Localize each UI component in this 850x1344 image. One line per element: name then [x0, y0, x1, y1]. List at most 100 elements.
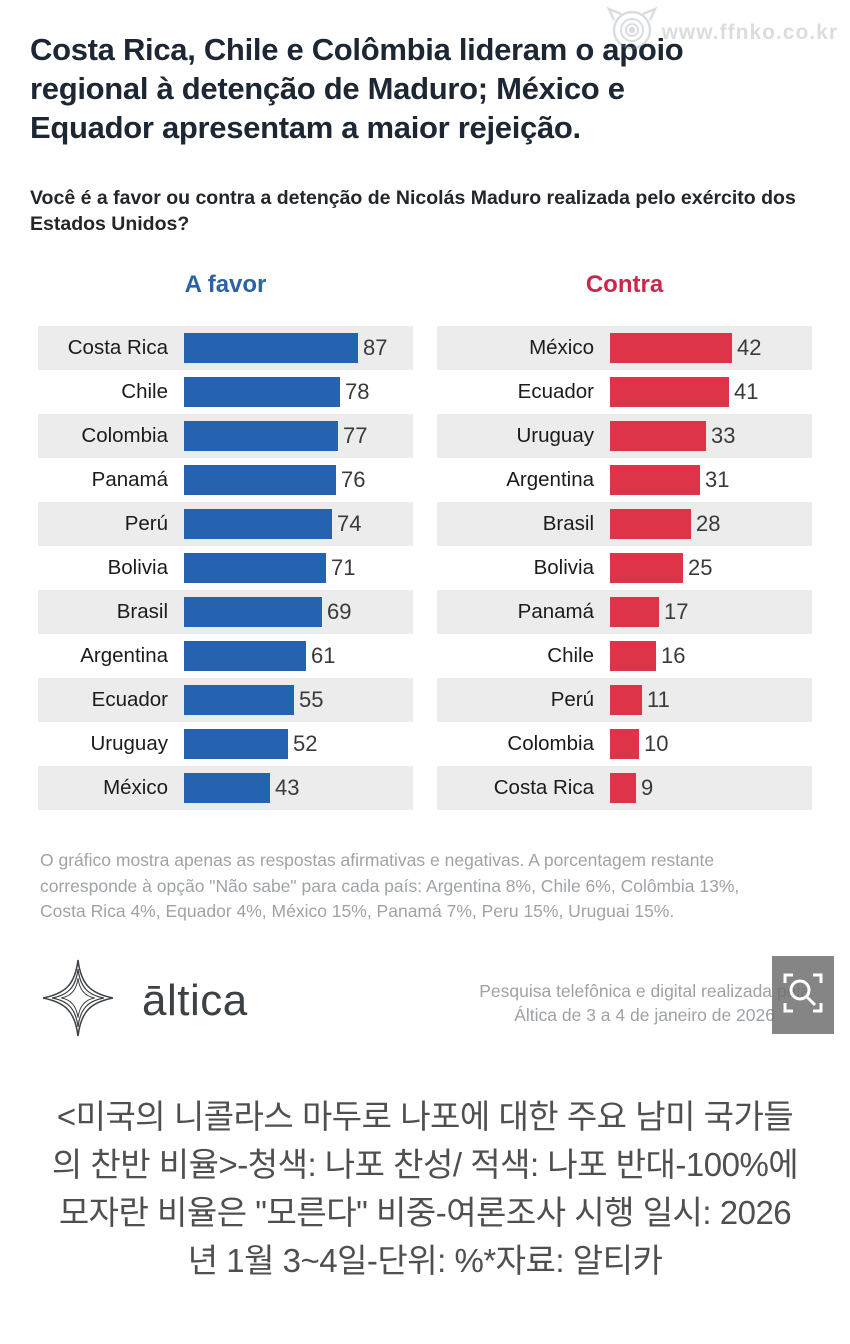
value-label: 52: [293, 731, 318, 756]
chart-row: México 43: [38, 766, 413, 810]
chart-row: México 42: [437, 326, 812, 370]
value-label: 78: [345, 379, 370, 404]
bar-area: 78: [184, 377, 413, 407]
value-label: 17: [664, 599, 689, 624]
value-label: 33: [711, 423, 736, 448]
value-label: 25: [688, 555, 713, 580]
rows-contra: México 42 Ecuador 41 Uruguay 33 Argentina 31 Bra…: [437, 326, 812, 810]
chart-title-line: Equador apresentam a maior rejeição.: [30, 110, 581, 145]
bar: [184, 597, 322, 627]
chart-row: Ecuador 41: [437, 370, 812, 414]
bar: [610, 685, 642, 715]
bar: [184, 333, 358, 363]
bar-area: 28: [610, 509, 812, 539]
bar: [610, 773, 636, 803]
chart-row: Panamá 17: [437, 590, 812, 634]
bar: [610, 421, 706, 451]
country-label: Colombia: [507, 732, 594, 755]
bar: [610, 465, 700, 495]
bar-area: 76: [184, 465, 413, 495]
chart-row: Bolivia 71: [38, 546, 413, 590]
bar-area: 33: [610, 421, 812, 451]
country-label: Perú: [124, 512, 168, 535]
chart-row: Argentina 61: [38, 634, 413, 678]
panel-header-contra: Contra: [585, 271, 664, 298]
value-label: 43: [275, 775, 300, 800]
chart-footnote-line: O gráfico mostra apenas as respostas afi…: [40, 850, 715, 870]
country-label: Argentina: [80, 644, 168, 667]
bar-area: 9: [610, 773, 812, 803]
chart-row: Ecuador 55: [38, 678, 413, 722]
value-label: 61: [311, 643, 336, 668]
bar-charts: A favor Costa Rica 87 Chile 78 Colombia 77 Pan…: [0, 271, 850, 810]
country-label: Argentina: [506, 468, 594, 491]
rows-a-favor: Costa Rica 87 Chile 78 Colombia 77 Panamá 76 Per…: [38, 326, 413, 810]
post-caption-korean-line: 모자란 비율은 "모른다" 비중-여론조사 시행 일시: 2026: [58, 1193, 792, 1231]
country-label: Uruguay: [516, 424, 595, 447]
value-label: 41: [734, 379, 759, 404]
chart-row: Costa Rica 9: [437, 766, 812, 810]
value-label: 69: [327, 599, 352, 624]
country-label: Brasil: [542, 512, 594, 535]
source-note-line: Áltica de 3 a 4 de janeiro de 2026: [514, 1004, 775, 1025]
country-label: Costa Rica: [67, 336, 168, 359]
chart-row: Brasil 28: [437, 502, 812, 546]
bar-area: 10: [610, 729, 812, 759]
bar: [610, 597, 659, 627]
bar-area: 41: [610, 377, 812, 407]
value-label: 77: [343, 423, 368, 448]
bar-area: 42: [610, 333, 812, 363]
bar: [184, 729, 288, 759]
country-label: Bolivia: [533, 556, 594, 579]
chart-row: Costa Rica 87: [38, 326, 413, 370]
source-note: Pesquisa telefônica e digital realizada …: [479, 975, 810, 1027]
value-label: 87: [363, 335, 388, 360]
bar: [610, 729, 639, 759]
bar-area: 17: [610, 597, 812, 627]
chart-row: Perú 74: [38, 502, 413, 546]
panel-header-a-favor: A favor: [184, 271, 267, 298]
value-label: 74: [337, 511, 362, 536]
source-note-line: Pesquisa telefônica e digital realizada …: [479, 980, 810, 1001]
bar-area: 31: [610, 465, 812, 495]
chart-footnote: O gráfico mostra apenas as respostas afi…: [0, 810, 850, 925]
bar-area: 61: [184, 641, 413, 671]
chart-footnote-line: corresponde à opção "Não sabe" para cada…: [40, 875, 740, 896]
country-label: México: [529, 336, 594, 359]
country-label: Panamá: [91, 468, 168, 491]
bar-area: 43: [184, 773, 413, 803]
bar: [184, 641, 306, 671]
bar-area: 71: [184, 553, 413, 583]
image-expand-button[interactable]: [772, 956, 834, 1034]
value-label: 76: [341, 467, 366, 492]
value-label: 42: [737, 335, 762, 360]
chart-row: Uruguay 52: [38, 722, 413, 766]
country-label: México: [103, 776, 168, 799]
value-label: 71: [331, 555, 356, 580]
chart-article-image: www.ffnko.co.kr Costa Rica, Chile e Colô…: [0, 0, 850, 1047]
bar: [610, 509, 691, 539]
bar: [184, 553, 326, 583]
chart-row: Colombia 10: [437, 722, 812, 766]
chart-row: Chile 78: [38, 370, 413, 414]
chart-row: Colombia 77: [38, 414, 413, 458]
bar-area: 25: [610, 553, 812, 583]
chart-title: Costa Rica, Chile e Colômbia lideram o a…: [0, 0, 850, 147]
bar: [610, 377, 729, 407]
altica-wordmark: āltica: [142, 975, 248, 1025]
country-label: Colombia: [81, 424, 168, 447]
bar-area: 87: [184, 333, 413, 363]
bar-area: 77: [184, 421, 413, 451]
bar-area: 74: [184, 509, 413, 539]
country-label: Chile: [547, 644, 594, 667]
bar: [184, 377, 340, 407]
altica-star-icon: [40, 954, 116, 1047]
chart-row: Bolivia 25: [437, 546, 812, 590]
chart-footnote-line: Costa Rica 4%, Equador 4%, México 15%, P…: [40, 901, 675, 921]
panel-contra: Contra México 42 Ecuador 41 Uruguay 33 Argenti…: [437, 271, 812, 810]
bar: [610, 641, 656, 671]
country-label: Bolivia: [107, 556, 168, 579]
magnifier-expand-icon: [781, 971, 825, 1020]
panel-a-favor: A favor Costa Rica 87 Chile 78 Colombia 77 Pan…: [38, 271, 413, 810]
bar-area: 55: [184, 685, 413, 715]
